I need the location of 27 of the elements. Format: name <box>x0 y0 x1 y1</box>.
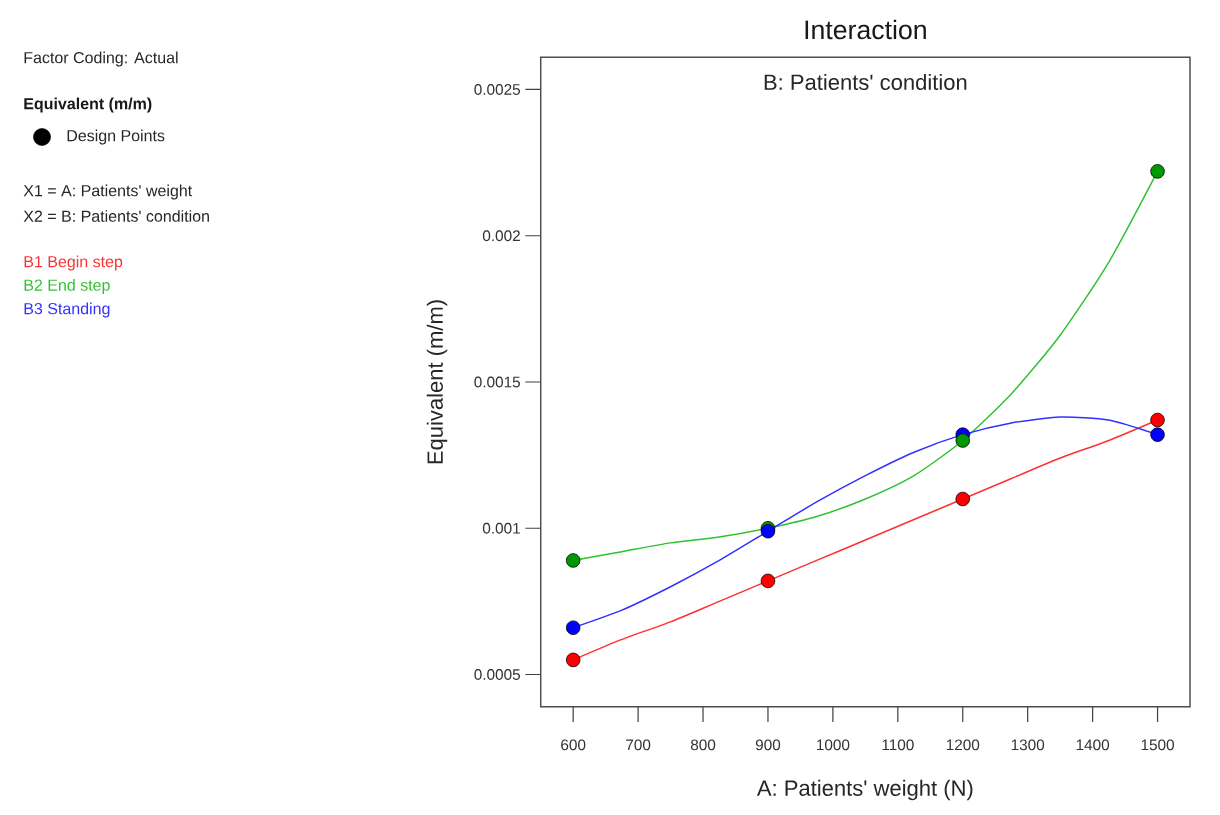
x-tick-label: 1000 <box>817 739 850 751</box>
x-tick-label: 700 <box>626 739 651 751</box>
x-tick-label: 800 <box>690 739 716 751</box>
text: B2 End step <box>24 279 110 294</box>
x-axis-title: A: Patients' weight (N) <box>756 779 973 801</box>
x-tick-label: 900 <box>755 739 781 751</box>
text: Factor Coding: Actual <box>24 51 178 67</box>
x-tick-label: 1400 <box>1076 739 1110 751</box>
y-tick-label: 0.001 <box>482 522 520 534</box>
text: X2 = B: Patients' condition <box>23 210 209 222</box>
text: B1 Begin step <box>24 255 123 271</box>
y-tick-label: 0.0015 <box>474 376 521 388</box>
text: B3 Standing <box>24 302 110 318</box>
x-tick-label: 1100 <box>882 739 914 751</box>
x-tick-label: 1500 <box>1141 739 1174 751</box>
text: X1 = A: Patients' weight <box>23 184 193 200</box>
text: B: Patients' condition <box>764 73 967 91</box>
x-tick-label: 1200 <box>946 739 980 751</box>
text: Design Points <box>67 129 165 145</box>
x-tick-label: 1300 <box>1011 739 1045 751</box>
y-tick-label: 0.0025 <box>474 84 521 95</box>
y-axis-title: Equivalent (m/m) <box>426 300 448 464</box>
legend-title: Equivalent (m/m) <box>24 97 152 113</box>
y-tick-label: 0.002 <box>482 230 520 242</box>
x-tick-label: 600 <box>561 739 586 751</box>
chart-title: Interaction <box>805 19 926 40</box>
y-tick-label: 0.0005 <box>474 669 521 680</box>
